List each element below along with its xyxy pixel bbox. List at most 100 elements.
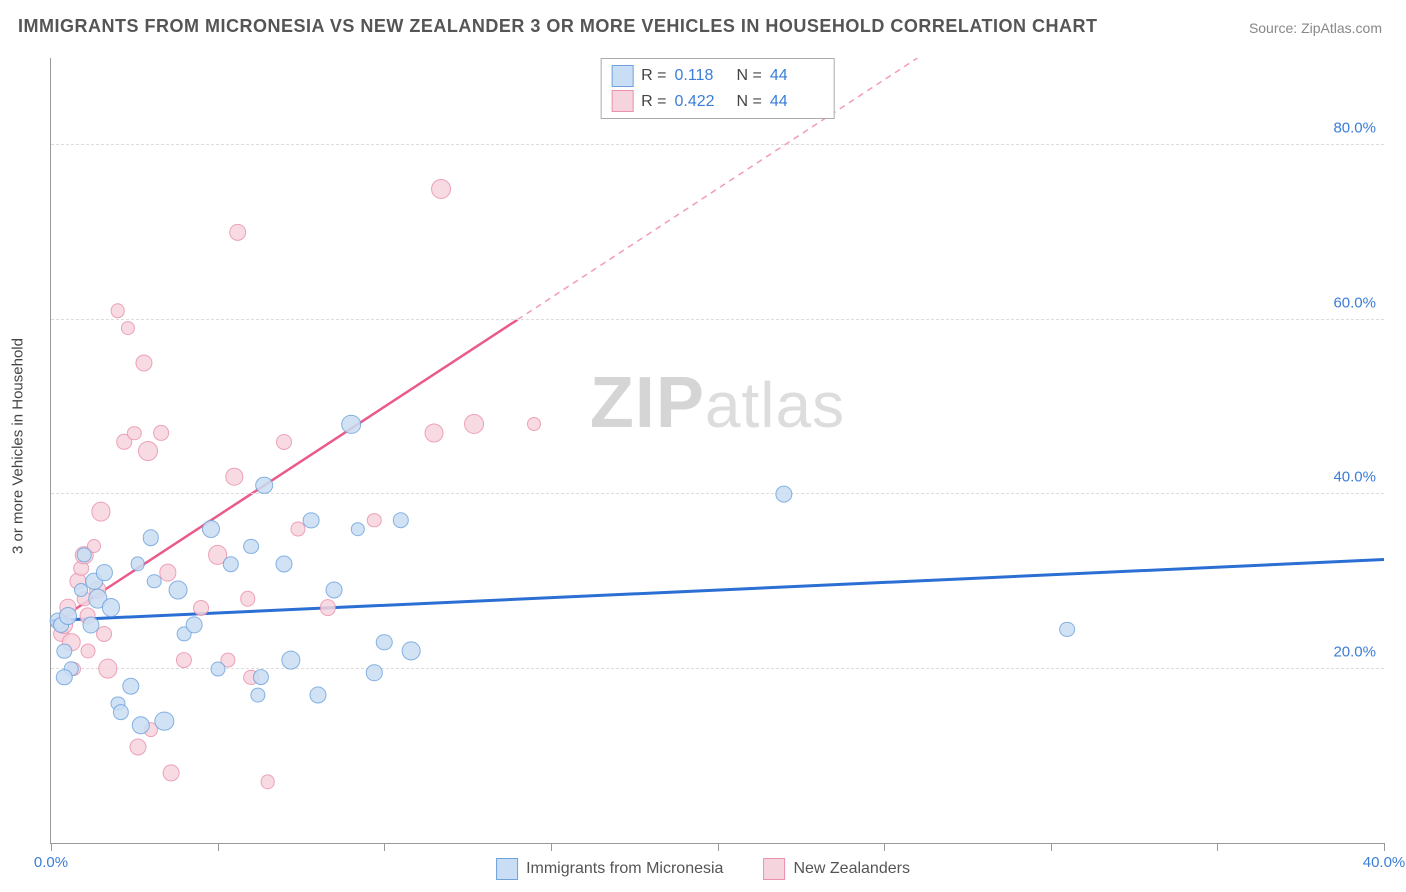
data-point <box>127 426 141 440</box>
watermark: ZIPatlas <box>590 362 845 444</box>
data-point <box>91 502 110 521</box>
data-point <box>229 224 247 242</box>
data-point <box>57 643 72 658</box>
data-point <box>776 485 793 502</box>
data-point <box>193 600 209 616</box>
x-tick <box>884 843 885 851</box>
data-point <box>223 556 239 572</box>
legend-swatch <box>611 65 633 87</box>
data-point <box>129 739 146 756</box>
data-point <box>425 424 444 443</box>
data-point <box>255 477 273 495</box>
data-point <box>527 417 541 431</box>
x-tick-label: 40.0% <box>1363 854 1406 871</box>
legend-label: New Zealanders <box>793 860 910 878</box>
data-point <box>96 565 112 581</box>
x-tick <box>551 843 552 851</box>
data-point <box>376 634 393 651</box>
data-point <box>59 607 77 625</box>
data-point <box>202 520 220 538</box>
r-label: R = <box>641 89 666 115</box>
n-value: 44 <box>770 89 824 115</box>
data-point <box>98 659 117 678</box>
data-point <box>143 530 159 546</box>
data-point <box>341 415 361 435</box>
n-value: 44 <box>770 63 824 89</box>
y-tick-label: 40.0% <box>1333 469 1376 486</box>
x-tick-label: 0.0% <box>34 854 68 871</box>
data-point <box>366 665 382 681</box>
correlation-stats-box: R = 0.118 N = 44 R = 0.422 N = 44 <box>600 58 835 119</box>
stats-row: R = 0.422 N = 44 <box>611 89 824 115</box>
legend-item: Immigrants from Micronesia <box>496 858 723 880</box>
data-point <box>176 652 192 668</box>
data-point <box>113 704 129 720</box>
data-point <box>276 555 293 572</box>
legend: Immigrants from Micronesia New Zealanders <box>496 858 910 880</box>
trend-lines <box>51 58 1384 843</box>
x-tick <box>1384 843 1385 851</box>
gridline <box>51 493 1384 494</box>
n-label: N = <box>737 89 762 115</box>
data-point <box>130 557 145 572</box>
data-point <box>326 582 343 599</box>
data-point <box>260 775 275 790</box>
source-attribution: Source: ZipAtlas.com <box>1249 20 1382 36</box>
r-value: 0.118 <box>675 63 729 89</box>
data-point <box>1060 621 1076 637</box>
data-point <box>122 677 139 694</box>
data-point <box>276 434 292 450</box>
data-point <box>464 414 484 434</box>
legend-swatch <box>763 858 785 880</box>
x-tick <box>1217 843 1218 851</box>
data-point <box>210 661 225 676</box>
data-point <box>153 425 169 441</box>
data-point <box>431 179 451 199</box>
y-tick-label: 20.0% <box>1333 643 1376 660</box>
legend-swatch <box>611 90 633 112</box>
gridline <box>51 144 1384 145</box>
data-point <box>168 581 187 600</box>
legend-item: New Zealanders <box>763 858 910 880</box>
x-tick <box>51 843 52 851</box>
data-point <box>240 591 256 607</box>
data-point <box>56 669 72 685</box>
x-tick <box>218 843 219 851</box>
y-tick-label: 80.0% <box>1333 120 1376 137</box>
legend-swatch <box>496 858 518 880</box>
data-point <box>163 765 180 782</box>
x-tick <box>718 843 719 851</box>
data-point <box>393 512 409 528</box>
y-tick-label: 60.0% <box>1333 294 1376 311</box>
x-tick <box>1051 843 1052 851</box>
y-axis-label: 3 or more Vehicles in Household <box>10 338 27 554</box>
data-point <box>80 644 95 659</box>
data-point <box>303 512 320 529</box>
data-point <box>253 669 269 685</box>
legend-label: Immigrants from Micronesia <box>526 860 723 878</box>
data-point <box>138 441 158 461</box>
data-point <box>155 711 174 730</box>
data-point <box>121 321 135 335</box>
data-point <box>243 539 259 555</box>
data-point <box>110 304 125 319</box>
data-point <box>402 642 421 661</box>
n-label: N = <box>737 63 762 89</box>
data-point <box>186 617 203 634</box>
r-value: 0.422 <box>675 89 729 115</box>
data-point <box>350 522 364 536</box>
data-point <box>136 355 153 372</box>
data-point <box>250 687 265 702</box>
stats-row: R = 0.118 N = 44 <box>611 63 824 89</box>
data-point <box>147 574 162 589</box>
chart-title: IMMIGRANTS FROM MICRONESIA VS NEW ZEALAN… <box>18 16 1098 37</box>
gridline <box>51 319 1384 320</box>
data-point <box>77 548 92 563</box>
data-point <box>367 513 381 527</box>
data-point <box>102 598 120 616</box>
data-point <box>309 686 326 703</box>
chart-plot-area: ZIPatlas R = 0.118 N = 44 R = 0.422 N = 44 20.0… <box>50 58 1384 844</box>
data-point <box>319 599 335 615</box>
r-label: R = <box>641 63 666 89</box>
data-point <box>226 468 243 485</box>
